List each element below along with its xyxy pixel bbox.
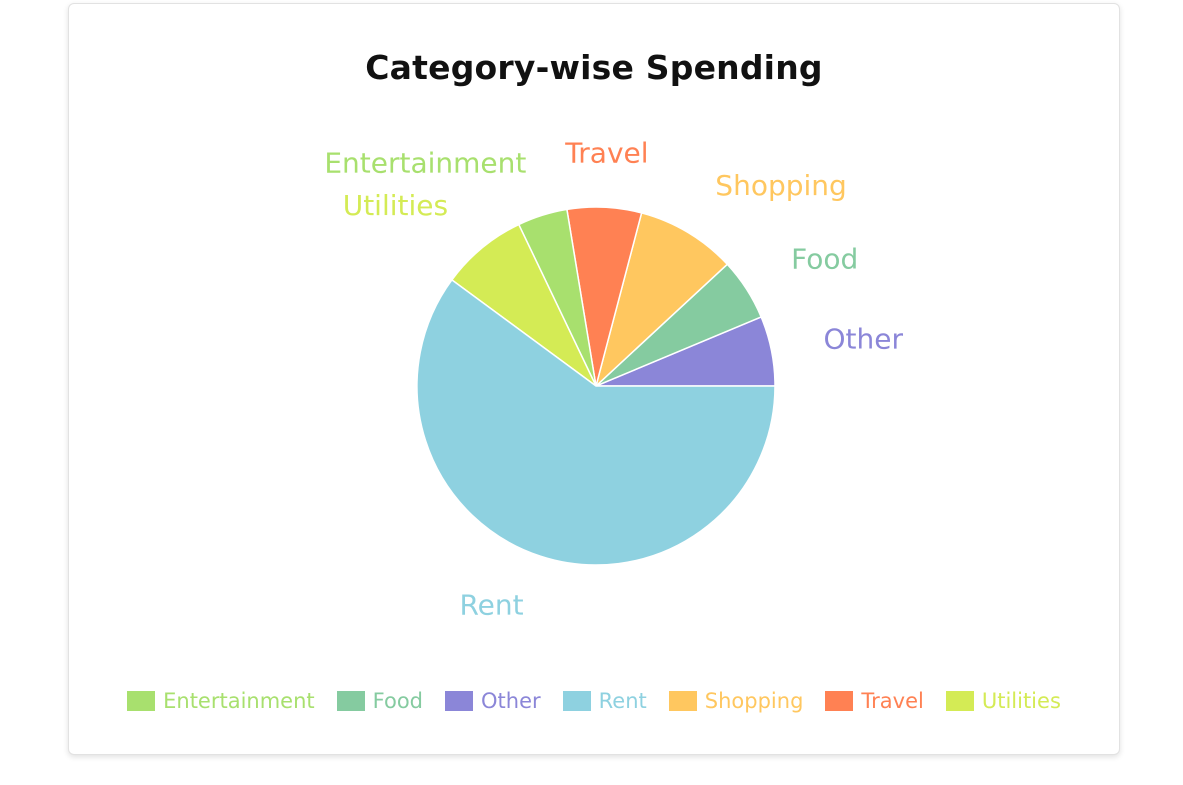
- legend-label: Utilities: [981, 689, 1061, 713]
- legend-swatch: [127, 691, 156, 711]
- legend-swatch: [445, 691, 474, 711]
- slice-label-other: Other: [824, 322, 904, 355]
- chart-legend: Entertainment Food Other Rent Shopping Travel…: [69, 686, 1119, 716]
- legend-label: Travel: [861, 689, 924, 713]
- legend-item-rent[interactable]: Rent: [562, 686, 647, 716]
- legend-item-shopping[interactable]: Shopping: [668, 686, 804, 716]
- legend-item-travel[interactable]: Travel: [825, 686, 924, 716]
- legend-label: Shopping: [704, 689, 804, 713]
- legend-label: Food: [372, 689, 424, 713]
- legend-item-entertainment[interactable]: Entertainment: [127, 686, 315, 716]
- slice-label-shopping: Shopping: [715, 169, 847, 202]
- legend-label: Entertainment: [163, 689, 315, 713]
- legend-swatch: [668, 691, 697, 711]
- slice-label-entertainment: Entertainment: [324, 147, 526, 180]
- pie-chart: Other Food Shopping Travel Entertainment Util…: [324, 136, 904, 621]
- chart-card: Category-wise Spending Other Food Shopping…: [68, 3, 1120, 755]
- pie-slice-shopping[interactable]: [594, 211, 729, 389]
- legend-swatch: [945, 691, 974, 711]
- chart-title: Category-wise Spending: [365, 48, 823, 87]
- legend-swatch: [336, 691, 365, 711]
- slice-label-rent: Rent: [459, 588, 523, 621]
- legend-item-food[interactable]: Food: [336, 686, 424, 716]
- legend-item-other[interactable]: Other: [445, 686, 541, 716]
- slice-label-utilities: Utilities: [343, 189, 448, 222]
- legend-swatch: [825, 691, 854, 711]
- legend-swatch: [562, 691, 591, 711]
- legend-item-utilities[interactable]: Utilities: [945, 686, 1061, 716]
- legend-label: Other: [481, 689, 541, 713]
- legend-label: Rent: [598, 689, 647, 713]
- pie-slice-rent[interactable]: [416, 278, 776, 566]
- slice-label-travel: Travel: [564, 136, 648, 169]
- slice-label-food: Food: [791, 243, 858, 276]
